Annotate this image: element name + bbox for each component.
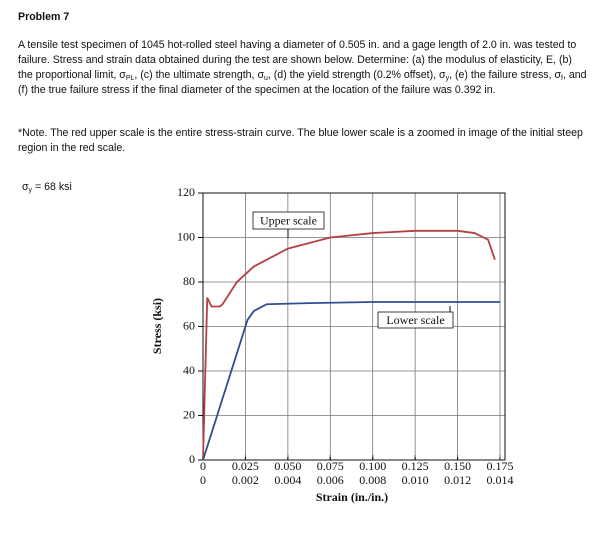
x-tick-label: 0.100 bbox=[359, 459, 386, 473]
x-tick-label: 0.008 bbox=[359, 473, 386, 487]
x-tick-label: 0.004 bbox=[274, 473, 301, 487]
x-tick-label: 0.012 bbox=[444, 473, 471, 487]
annotation-box bbox=[252, 211, 325, 230]
subscript: PL bbox=[125, 75, 135, 82]
text: , (d) the yield strength (0.2% offset), … bbox=[267, 69, 446, 81]
text: σ bbox=[22, 181, 29, 193]
y-axis-label: Stress (ksi) bbox=[150, 298, 164, 354]
x-tick-label: 0 bbox=[200, 459, 206, 473]
problem-title: Problem 7 bbox=[18, 11, 70, 23]
x-tick-label: 0.002 bbox=[232, 473, 259, 487]
annotation: Upper scale bbox=[260, 213, 317, 227]
text: , (e) the failure stress, σ bbox=[449, 69, 562, 81]
subscript: y bbox=[28, 187, 33, 194]
x-tick-label: 0.014 bbox=[487, 473, 514, 487]
subscript: f bbox=[561, 75, 563, 82]
subscript: y bbox=[445, 75, 450, 82]
y-tick-label: 40 bbox=[183, 363, 195, 377]
y-tick-label: 60 bbox=[183, 318, 195, 332]
subscript: u bbox=[263, 75, 268, 82]
text: = 68 ksi bbox=[32, 181, 72, 193]
text: , (c) the ultimate strength, σ bbox=[134, 69, 264, 81]
y-tick-label: 20 bbox=[183, 407, 195, 421]
y-tick-label: 0 bbox=[189, 452, 195, 466]
x-tick-label: 0.025 bbox=[232, 459, 259, 473]
text: A tensile test specimen of 1045 hot-roll… bbox=[18, 39, 577, 81]
answer: σy = 68 ksi bbox=[22, 180, 592, 195]
y-tick-label: 80 bbox=[183, 274, 195, 288]
note: *Note. The red upper scale is the entire… bbox=[18, 127, 583, 154]
x-tick-label: 0 bbox=[200, 473, 206, 487]
plot-frame bbox=[202, 192, 506, 461]
annotation-box bbox=[377, 311, 454, 329]
curve bbox=[202, 301, 500, 461]
problem-text: A tensile test specimen of 1045 hot-roll… bbox=[18, 38, 588, 98]
x-tick-label: 0.006 bbox=[317, 473, 344, 487]
annotation: Lower scale bbox=[386, 313, 444, 327]
x-tick-label: 0.125 bbox=[402, 459, 429, 473]
x-tick-label: 0.150 bbox=[444, 459, 471, 473]
x-tick-label: 0.010 bbox=[402, 473, 429, 487]
curve bbox=[202, 229, 496, 461]
text: , and (f) the true failure stress if the… bbox=[18, 69, 587, 96]
y-tick-label: 120 bbox=[177, 185, 195, 199]
x-tick-label: 0.050 bbox=[274, 459, 301, 473]
x-tick-label: 0.175 bbox=[487, 459, 514, 473]
x-tick-label: 0.075 bbox=[317, 459, 344, 473]
x-axis-label: Strain (in./in.) bbox=[316, 490, 388, 504]
y-tick-label: 100 bbox=[177, 229, 195, 243]
